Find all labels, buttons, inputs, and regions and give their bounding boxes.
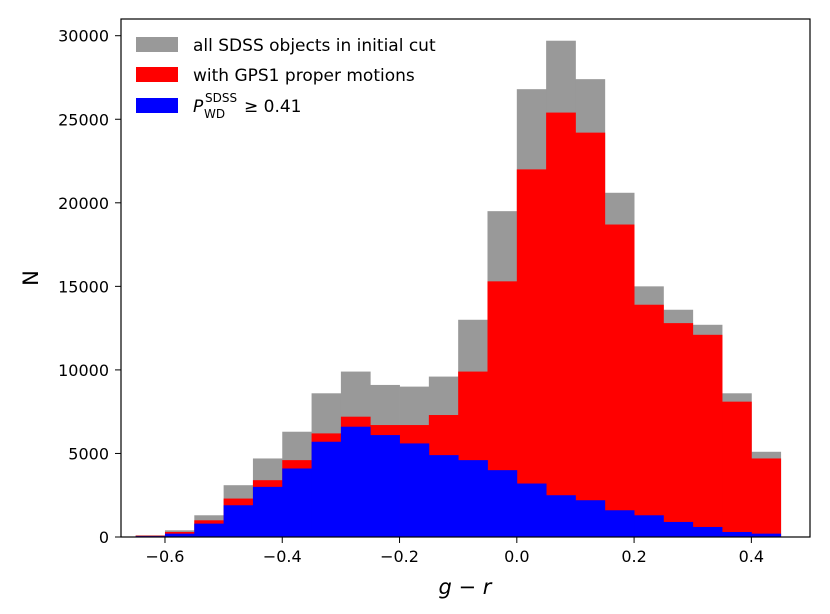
bar-pwd-11	[458, 460, 488, 537]
y-axis-label: N	[19, 270, 43, 286]
bar-gps1-19	[692, 334, 723, 537]
bar-pwd-3	[223, 505, 254, 537]
x-tick-label-2: −0.2	[380, 547, 419, 566]
legend-pwd-subscript: WD	[204, 107, 225, 121]
x-tick-label-3: 0.0	[504, 547, 529, 566]
y-tick-label-2: 10000	[58, 361, 109, 380]
bar-gps1-16	[604, 224, 635, 537]
legend-pwd-suffix: ≥ 0.41	[244, 97, 302, 117]
bar-pwd-15	[575, 500, 606, 537]
legend-label-all: all SDSS objects in initial cut	[193, 36, 436, 56]
bar-pwd-7	[340, 426, 371, 537]
bars-group	[135, 40, 782, 538]
bar-gps1-20	[722, 401, 752, 537]
bar-pwd-16	[604, 510, 635, 537]
bar-pwd-1	[164, 533, 195, 537]
y-tick-label-3: 15000	[58, 277, 109, 296]
legend-swatch-all	[136, 37, 178, 52]
bar-gps1-18	[663, 323, 694, 537]
x-axis-ticks: −0.6 −0.4 −0.2 0.0 0.2 0.4	[146, 537, 764, 566]
bar-pwd-8	[370, 435, 400, 537]
legend-pwd-superscript: SDSS	[205, 91, 237, 105]
legend-pwd-prefix: P	[193, 97, 204, 117]
bar-pwd-9	[399, 443, 430, 537]
bar-pwd-18	[663, 521, 694, 537]
bar-pwd-4	[252, 486, 283, 537]
plot-frame	[120, 18, 811, 538]
bar-pwd-12	[487, 470, 518, 537]
y-tick-label-1: 5000	[68, 444, 109, 463]
bar-pwd-21	[751, 533, 782, 537]
y-tick-label-4: 20000	[58, 194, 109, 213]
bar-pwd-5	[282, 468, 312, 537]
y-axis-ticks: 0 5000 10000 15000 20000 25000 30000	[58, 27, 121, 547]
legend-swatch-gps1	[136, 67, 178, 82]
legend: all SDSS objects in initial cut with GPS…	[136, 36, 436, 121]
bar-gps1-21	[751, 458, 782, 537]
legend-label-pwd: P	[193, 97, 204, 117]
x-tick-label-1: −0.4	[263, 547, 302, 566]
bar-pwd-2	[194, 523, 225, 537]
x-tick-label-4: 0.2	[621, 547, 646, 566]
y-tick-label-0: 0	[99, 528, 109, 547]
x-tick-label-0: −0.6	[146, 547, 185, 566]
y-tick-label-6: 30000	[58, 27, 109, 46]
bar-gps1-13	[516, 169, 547, 538]
bar-pwd-14	[546, 495, 576, 537]
bar-pwd-10	[428, 455, 459, 537]
legend-swatch-pwd	[136, 98, 178, 113]
legend-label-gps1: with GPS1 proper motions	[193, 66, 415, 86]
bar-pwd-6	[311, 441, 342, 537]
bar-pwd-17	[634, 515, 664, 537]
y-tick-label-5: 25000	[58, 110, 109, 129]
bar-gps1-15	[575, 132, 606, 538]
bar-pwd-19	[692, 526, 723, 537]
bar-pwd-13	[516, 483, 547, 537]
bar-gps1-14	[546, 112, 576, 538]
x-axis-label: g − r	[439, 575, 493, 599]
x-tick-label-5: 0.4	[739, 547, 764, 566]
bar-gps1-17	[634, 304, 664, 537]
bar-pwd-20	[722, 531, 752, 537]
